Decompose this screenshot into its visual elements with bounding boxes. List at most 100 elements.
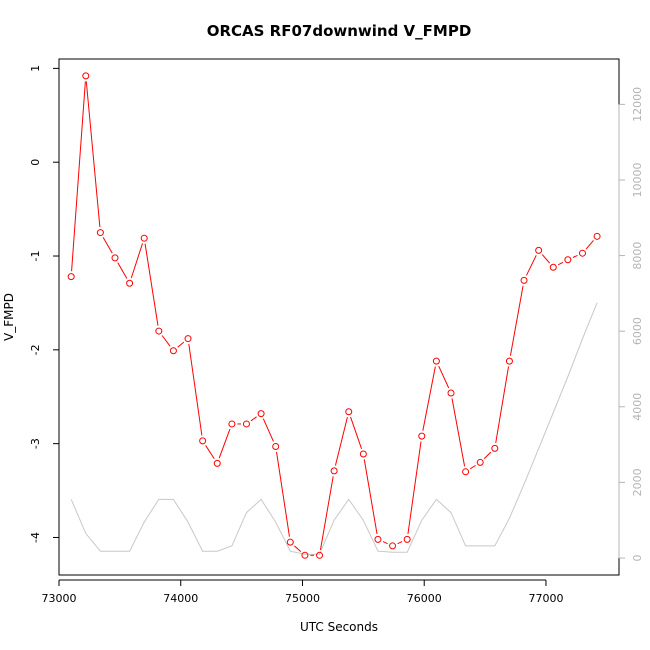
y-tick-label: 0 — [29, 159, 42, 166]
series-0-segment — [438, 365, 450, 389]
series-0-segment — [541, 254, 551, 264]
series-0-segment — [363, 459, 378, 535]
series-0-point — [330, 467, 338, 475]
series-0-point — [242, 420, 250, 428]
series-0-point — [96, 229, 104, 237]
x-axis: 73000 74000 75000 76000 77000 — [42, 579, 563, 605]
series-0-segment — [262, 418, 274, 442]
series-0-segment — [572, 255, 578, 258]
series-0-segment — [495, 366, 510, 444]
y2-tick-label: 4000 — [631, 393, 644, 421]
series-0-point — [228, 420, 236, 428]
series-0-segment — [319, 476, 334, 550]
y2-tick-label: 12000 — [631, 87, 644, 122]
series-0-segment — [334, 416, 348, 466]
series-0-point — [535, 246, 543, 254]
series-0-point — [140, 234, 148, 242]
y2-tick-label: 10000 — [631, 162, 644, 197]
series-0-segment — [188, 343, 203, 436]
series-0-point — [520, 276, 528, 284]
series-0-point — [447, 389, 455, 397]
series-0-point — [549, 263, 557, 271]
series-0-point — [155, 327, 163, 335]
x-tick-label: 77000 — [528, 592, 563, 605]
x-axis-label: UTC Seconds — [300, 620, 378, 634]
series-0-segment — [407, 441, 422, 534]
series-0-segment — [85, 81, 101, 228]
series-0-point — [359, 450, 367, 458]
series-0-point — [199, 437, 207, 445]
series-0-point — [272, 442, 280, 450]
series-0-segment — [102, 237, 113, 254]
x-tick-label: 74000 — [163, 592, 198, 605]
series-0-segment — [294, 545, 302, 552]
series-0-segment — [469, 464, 476, 470]
series-0-segment — [451, 398, 466, 467]
y2-tick-label: 8000 — [631, 242, 644, 270]
series-0-point — [111, 254, 119, 262]
secondary-series-layer — [70, 302, 598, 555]
series-0-point — [564, 256, 572, 264]
series-0-segment — [117, 262, 128, 279]
y-tick-label: 1 — [29, 65, 42, 72]
series-0-point — [82, 72, 90, 80]
x-tick-label: 75000 — [285, 592, 320, 605]
series-0-point — [286, 538, 294, 546]
series-0-segment — [177, 341, 185, 348]
series-0-point — [126, 279, 134, 287]
series-0-segment — [350, 416, 363, 449]
y-tick-label: -4 — [29, 532, 42, 543]
series-0-segment — [71, 81, 86, 272]
series-0-point — [418, 432, 426, 440]
series-0-point — [403, 535, 411, 543]
series-0-segment — [422, 366, 436, 431]
series-0-segment — [526, 255, 537, 276]
series-0-segment — [483, 451, 492, 459]
x-tick-label: 76000 — [407, 592, 442, 605]
series-0-segment — [130, 243, 143, 279]
series-0-segment — [382, 541, 388, 545]
primary-series-layer — [67, 72, 601, 559]
series-0-point — [389, 542, 397, 550]
series-0-point — [593, 232, 601, 240]
plot-frame — [58, 58, 620, 576]
series-0-segment — [397, 541, 403, 545]
y-axis-label: V_FMPD — [2, 293, 16, 341]
series-0-point — [432, 357, 440, 365]
series-0-point — [462, 468, 470, 476]
series-0-point — [213, 459, 221, 467]
y-axis: -4 -3 -2 -1 0 1 — [29, 65, 60, 543]
series-0-segment — [144, 243, 159, 326]
y-tick-label: -1 — [29, 251, 42, 262]
series-0-point — [67, 273, 75, 281]
series-0-segment — [161, 335, 171, 347]
series-1-line — [70, 302, 598, 555]
series-0-point — [316, 551, 324, 559]
series-0-segment — [509, 285, 524, 356]
series-0-point — [374, 535, 382, 543]
series-0-point — [476, 458, 484, 466]
series-0-point — [345, 408, 353, 416]
y2-tick-label: 6000 — [631, 317, 644, 345]
series-0-segment — [218, 428, 231, 459]
series-0-segment — [205, 445, 215, 460]
series-0-segment — [276, 451, 290, 537]
series-0-point — [257, 410, 265, 418]
series-0-point — [301, 551, 309, 559]
series-0-point — [491, 444, 499, 452]
x-tick-label: 73000 — [42, 592, 77, 605]
series-0-point — [578, 249, 586, 257]
y-tick-label: -2 — [29, 344, 42, 355]
series-0-point — [505, 357, 513, 365]
y2-axis: 0 2000 4000 6000 8000 10000 12000 — [618, 87, 644, 561]
series-0-point — [169, 347, 177, 355]
series-0-segment — [585, 240, 594, 250]
y2-tick-label: 0 — [631, 554, 644, 561]
chart-title: ORCAS RF07downwind V_FMPD — [207, 22, 472, 40]
y-tick-label: -3 — [29, 438, 42, 449]
series-0-segment — [250, 416, 257, 422]
series-0-segment — [557, 261, 564, 266]
y2-tick-label: 2000 — [631, 468, 644, 496]
series-0-point — [184, 335, 192, 343]
